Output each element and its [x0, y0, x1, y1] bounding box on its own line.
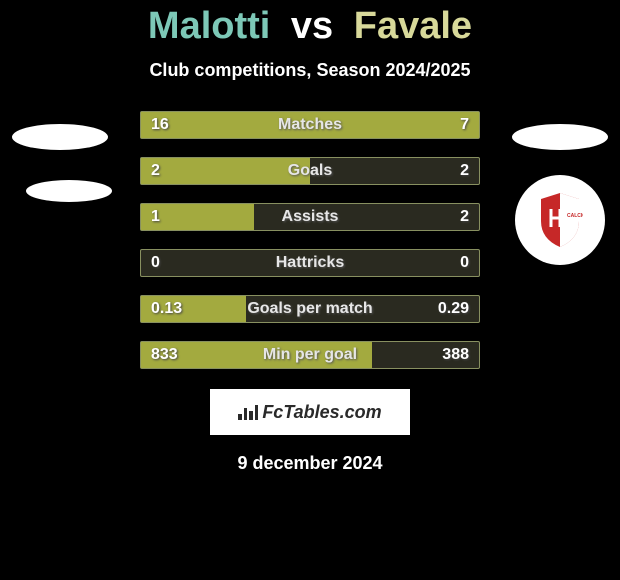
- player2-name: Favale: [354, 5, 472, 47]
- stat-right-value: 2: [460, 208, 469, 226]
- stat-label: Goals per match: [141, 300, 479, 318]
- stat-bar: 833Min per goal388: [140, 341, 480, 369]
- player2-club-badge: CALCIO: [515, 175, 605, 265]
- player1-badge-placeholder-icon: [12, 124, 108, 150]
- subtitle: Club competitions, Season 2024/2025: [0, 60, 620, 81]
- stat-right-value: 0.29: [438, 300, 469, 318]
- stat-label: Matches: [141, 116, 479, 134]
- shield-icon: CALCIO: [537, 191, 583, 249]
- stat-bar: 2Goals2: [140, 157, 480, 185]
- player1-club-placeholder-icon: [26, 180, 112, 202]
- stat-right-value: 0: [460, 254, 469, 272]
- stat-bar: 0.13Goals per match0.29: [140, 295, 480, 323]
- date-text: 9 december 2024: [0, 453, 620, 474]
- stat-right-value: 7: [460, 116, 469, 134]
- player1-name: Malotti: [148, 5, 270, 47]
- stat-bar: 0Hattricks0: [140, 249, 480, 277]
- title: Malotti vs Favale: [0, 5, 620, 48]
- vs-text: vs: [291, 5, 333, 47]
- player2-badge-placeholder-icon: [512, 124, 608, 150]
- stat-label: Goals: [141, 162, 479, 180]
- brand-banner: FcTables.com: [210, 389, 410, 435]
- brand-text: FcTables.com: [262, 402, 381, 423]
- svg-text:CALCIO: CALCIO: [567, 213, 583, 219]
- stat-right-value: 2: [460, 162, 469, 180]
- bar-chart-icon: [238, 404, 258, 420]
- stat-right-value: 388: [442, 346, 469, 364]
- stat-bar: 1Assists2: [140, 203, 480, 231]
- comparison-card: Malotti vs Favale Club competitions, Sea…: [0, 0, 620, 474]
- stat-bar: 16Matches7: [140, 111, 480, 139]
- stat-label: Hattricks: [141, 254, 479, 272]
- stat-label: Min per goal: [141, 346, 479, 364]
- stat-label: Assists: [141, 208, 479, 226]
